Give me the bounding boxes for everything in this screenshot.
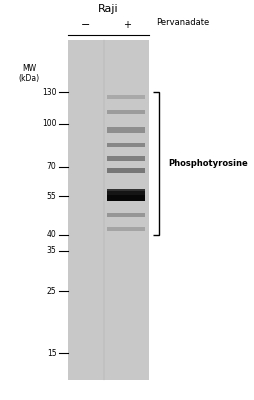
Text: −: − [81, 20, 90, 30]
Text: Pervanadate: Pervanadate [155, 18, 208, 27]
Text: 40: 40 [46, 230, 56, 239]
Text: 55: 55 [46, 192, 56, 200]
FancyBboxPatch shape [107, 189, 144, 195]
Text: Phosphotyrosine: Phosphotyrosine [167, 159, 247, 168]
FancyBboxPatch shape [107, 191, 144, 201]
Text: 35: 35 [46, 246, 56, 255]
FancyBboxPatch shape [107, 168, 144, 173]
FancyBboxPatch shape [67, 40, 148, 380]
FancyBboxPatch shape [107, 226, 144, 231]
Text: 15: 15 [46, 348, 56, 358]
Text: 130: 130 [42, 88, 56, 96]
Text: MW
(kDa): MW (kDa) [19, 64, 40, 83]
FancyBboxPatch shape [107, 213, 144, 217]
Text: +: + [122, 20, 130, 30]
FancyBboxPatch shape [107, 143, 144, 147]
Text: 100: 100 [42, 119, 56, 128]
FancyBboxPatch shape [107, 156, 144, 161]
Text: 25: 25 [46, 287, 56, 296]
FancyBboxPatch shape [107, 128, 144, 132]
FancyBboxPatch shape [107, 110, 144, 114]
Text: Raji: Raji [98, 4, 118, 14]
FancyBboxPatch shape [107, 94, 144, 99]
Text: 70: 70 [46, 162, 56, 171]
